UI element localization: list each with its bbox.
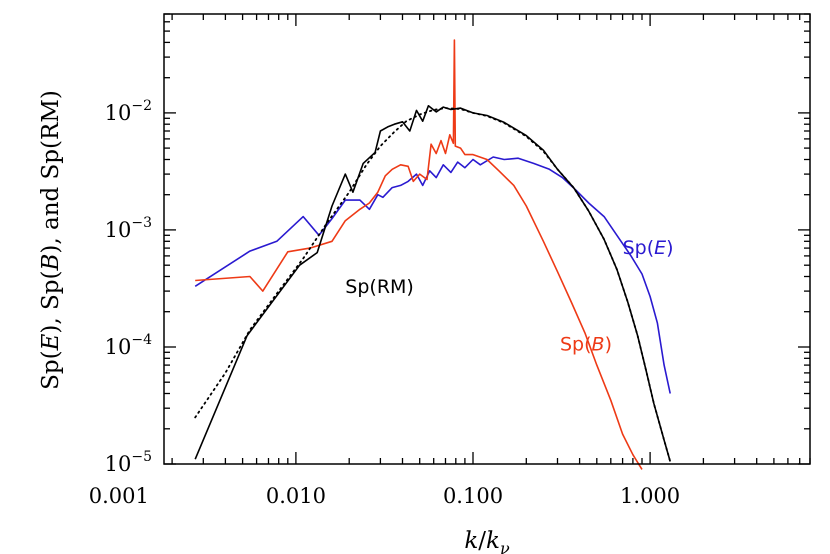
y-tick-label-3: 10−2 (105, 98, 152, 125)
label-layer: 0.001 0.010 0.100 1.000 10−5 10−4 10−3 10−2 Sp(E… (89, 98, 680, 508)
series-label-1: Sp(B) (560, 334, 612, 356)
x-tick-label-2: 0.100 (443, 484, 503, 508)
y-tick-label-0: 10−5 (105, 449, 152, 476)
plot-frame (163, 13, 811, 465)
y-tick-label-2: 10−3 (105, 215, 152, 242)
series-label-2: Sp(RM) (345, 276, 414, 298)
x-label-k: k (464, 528, 478, 554)
x-label-sub: ν (500, 539, 510, 554)
tick-layer (164, 13, 811, 465)
y-label-b: B (38, 254, 64, 272)
y-label-sp2: Sp( (38, 271, 64, 310)
y-axis-label: Sp(E), Sp(B), and Sp(RM) (38, 90, 64, 390)
series-line-0 (194, 156, 671, 394)
series-line-2 (194, 105, 671, 462)
y-label-e: E (38, 333, 64, 351)
series-line-3 (194, 107, 672, 463)
x-tick-label-1: 0.010 (266, 484, 326, 508)
y-tick-label-1: 10−4 (105, 332, 152, 359)
y-label-sp1: Sp( (38, 350, 64, 389)
x-axis-label: k/kν (464, 528, 510, 554)
y-label-close2: ), and Sp(RM) (38, 90, 64, 253)
x-tick-label-0: 0.001 (89, 484, 149, 508)
x-tick-label-3: 1.000 (620, 484, 680, 508)
series-layer (194, 39, 672, 470)
y-label-close1: ), (38, 310, 64, 334)
series-label-0: Sp(E) (623, 237, 674, 259)
x-label-k2: k (486, 528, 500, 554)
x-label-slash: / (478, 528, 486, 554)
series-line-1 (195, 39, 643, 470)
